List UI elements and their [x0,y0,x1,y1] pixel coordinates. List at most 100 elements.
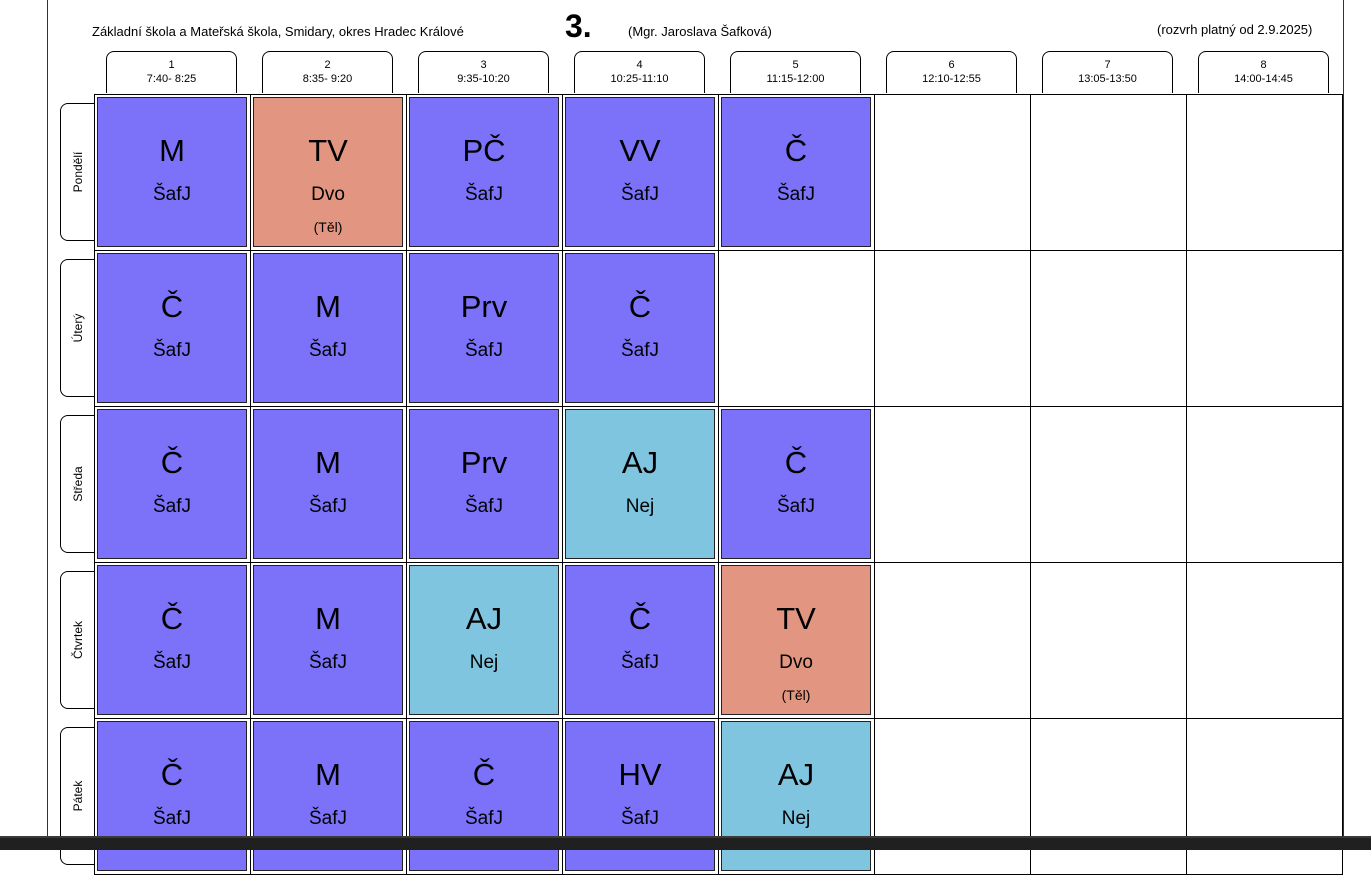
period-header-5: 5 11:15-12:00 [730,51,861,93]
timetable-cell: AJ Nej [407,563,563,719]
lesson-teacher: ŠafJ [308,340,348,361]
lesson-subject: Č [784,445,808,480]
lesson-block: TV Dvo (Těl) [253,97,403,247]
lesson-subject: M [315,757,341,792]
lesson-teacher: ŠafJ [620,184,660,205]
lesson-teacher: ŠafJ [464,808,504,829]
period-number: 4 [636,59,643,71]
timetable-cell: Prv ŠafJ [407,251,563,407]
timetable-cell: TV Dvo (Těl) [719,563,875,719]
lesson-block: Prv ŠafJ [409,409,559,559]
day-name: Čtvrtek [70,620,85,660]
timetable-cell [1187,95,1343,251]
lesson-block: M ŠafJ [253,565,403,715]
lesson-block: Č ŠafJ [721,409,871,559]
lesson-subject: Č [628,601,652,636]
lesson-block: M ŠafJ [97,97,247,247]
timetable-cell: AJ Nej [563,407,719,563]
timetable-cell: Č ŠafJ [563,251,719,407]
lesson-teacher: ŠafJ [620,652,660,673]
lesson-teacher: Nej [781,808,811,829]
lesson-teacher: ŠafJ [308,652,348,673]
page-border-left [47,0,48,836]
timetable-cell: M ŠafJ [251,407,407,563]
lesson-teacher: ŠafJ [152,652,192,673]
timetable-cell: M ŠafJ [95,95,251,251]
timetable-cell [1031,95,1187,251]
period-time: 12:10-12:55 [922,73,981,85]
lesson-teacher: Dvo [779,652,813,673]
lesson-block: Č ŠafJ [721,97,871,247]
lesson-subject: M [159,133,185,168]
lesson-block: Č ŠafJ [97,253,247,403]
lesson-block: M ŠafJ [253,409,403,559]
timetable-grid: M ŠafJ TV Dvo (Těl) PČ ŠafJ VV ŠafJ Č ŠafJ Č ŠafJ M Ša… [94,94,1343,875]
lesson-block: M ŠafJ [253,253,403,403]
lesson-teacher: ŠafJ [464,340,504,361]
class-teacher: (Mgr. Jaroslava Šafková) [628,24,772,39]
timetable-cell: M ŠafJ [251,719,407,875]
day-tab-2: Úterý [60,259,94,397]
period-header-3: 3 9:35-10:20 [418,51,549,93]
lesson-subject: AJ [621,445,659,480]
day-name: Pondělí [70,151,85,193]
lesson-block: AJ Nej [565,409,715,559]
timetable-cell [1187,563,1343,719]
timetable-cell [1031,563,1187,719]
lesson-subject: VV [619,133,661,168]
day-name: Pátek [70,780,85,812]
timetable-cell: AJ Nej [719,719,875,875]
lesson-subject: AJ [777,757,815,792]
lesson-teacher: ŠafJ [308,496,348,517]
period-time: 11:15-12:00 [766,73,825,85]
timetable-cell [1031,407,1187,563]
period-number: 7 [1104,59,1111,71]
lesson-subject: Č [472,757,496,792]
lesson-subject: Č [160,757,184,792]
lesson-block: Č ŠafJ [565,565,715,715]
period-header-7: 7 13:05-13:50 [1042,51,1173,93]
period-header-6: 6 12:10-12:55 [886,51,1017,93]
lesson-subject: Č [784,133,808,168]
timetable-cell [1031,251,1187,407]
lesson-subject: Č [160,601,184,636]
day-tab-4: Čtvrtek [60,571,94,709]
taskbar [0,836,1371,850]
day-tab-3: Středa [60,415,94,553]
lesson-teacher: ŠafJ [464,496,504,517]
timetable-cell: Č ŠafJ [95,719,251,875]
lesson-block: AJ Nej [409,565,559,715]
lesson-teacher: ŠafJ [152,340,192,361]
day-name: Středa [70,466,85,502]
period-time: 13:05-13:50 [1078,73,1137,85]
period-header-1: 1 7:40- 8:25 [106,51,237,93]
lesson-teacher: ŠafJ [152,184,192,205]
lesson-block: Prv ŠafJ [409,253,559,403]
lesson-subject: Č [160,289,184,324]
lesson-subject: Č [628,289,652,324]
period-number: 1 [168,59,175,71]
lesson-subject: Prv [460,289,508,324]
lesson-subject: TV [308,133,348,168]
period-time: 9:35-10:20 [457,73,510,85]
lesson-subject: M [315,289,341,324]
lesson-room: (Těl) [781,687,811,703]
timetable-cell [875,407,1031,563]
timetable-cell [1031,719,1187,875]
lesson-block: VV ŠafJ [565,97,715,247]
period-header-8: 8 14:00-14:45 [1198,51,1329,93]
timetable-cell: Č ŠafJ [719,407,875,563]
day-name: Úterý [70,313,85,343]
lesson-teacher: ŠafJ [464,184,504,205]
period-time: 7:40- 8:25 [146,73,197,85]
timetable-cell: Č ŠafJ [563,563,719,719]
timetable-cell [875,563,1031,719]
timetable-cell: VV ŠafJ [563,95,719,251]
period-header-4: 4 10:25-11:10 [574,51,705,93]
period-number: 8 [1260,59,1267,71]
lesson-block: TV Dvo (Těl) [721,565,871,715]
timetable-cell: Prv ŠafJ [407,407,563,563]
timetable-cell: M ŠafJ [251,563,407,719]
timetable-cell [1187,251,1343,407]
timetable-cell: Č ŠafJ [719,95,875,251]
